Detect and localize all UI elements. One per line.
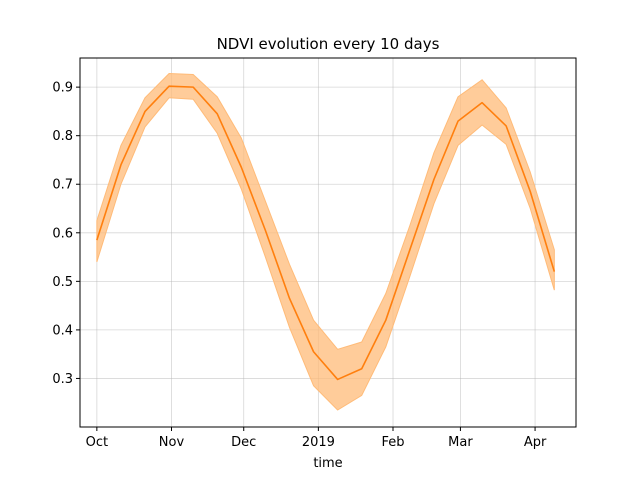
x-tick-label: Oct — [86, 435, 108, 450]
y-tick-label: 0.6 — [52, 226, 73, 241]
confidence-band-group — [96, 73, 555, 411]
confidence-band — [96, 73, 555, 411]
x-tick-label: Dec — [231, 435, 256, 450]
plot-frame — [79, 57, 577, 428]
y-tick-label: 0.7 — [52, 178, 73, 193]
y-tick-label: 0.5 — [52, 275, 73, 290]
x-tick-label: Apr — [524, 435, 547, 450]
y-tick-label: 0.8 — [52, 129, 73, 144]
y-tick-label: 0.9 — [52, 81, 73, 96]
x-tick-label: Mar — [448, 435, 473, 450]
x-axis-label: time — [313, 456, 342, 471]
x-tick-label: Nov — [159, 435, 185, 450]
x-tick-label: 2019 — [302, 435, 335, 450]
x-axis-ticks: Oct Nov Dec 2019 Feb Mar Apr — [86, 427, 547, 450]
series-line-group — [96, 85, 556, 381]
ndvi-series-line — [96, 85, 556, 381]
y-tick-label: 0.3 — [52, 372, 73, 387]
x-tick-label: Feb — [381, 435, 404, 450]
y-axis-ticks: 0.3 0.4 0.5 0.6 0.7 0.8 0.9 — [52, 81, 80, 387]
chart-title: NDVI evolution every 10 days — [217, 35, 440, 53]
y-tick-label: 0.4 — [52, 323, 73, 338]
